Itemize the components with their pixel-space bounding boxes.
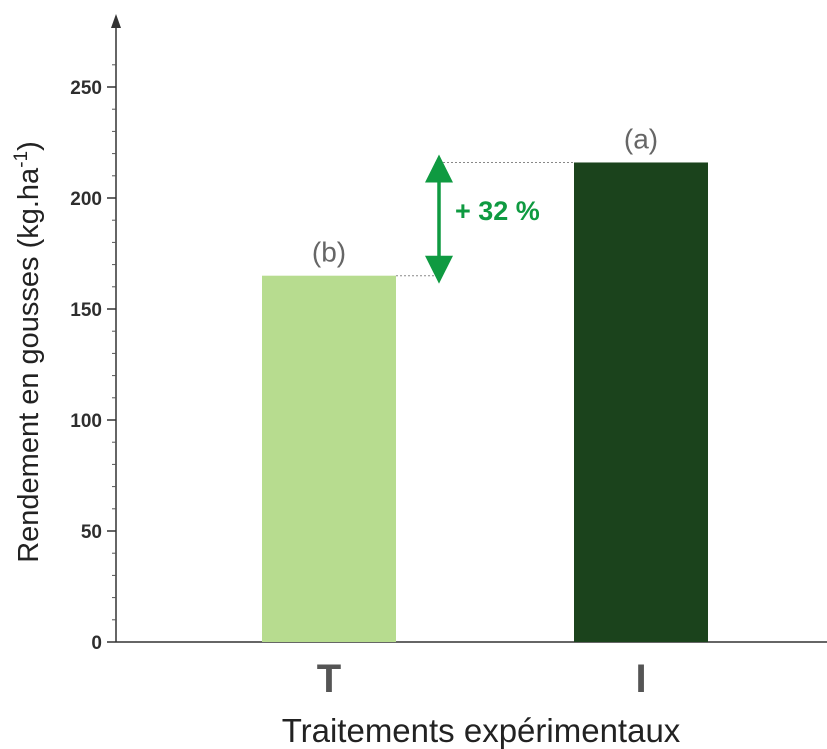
category-label: I (635, 657, 646, 701)
y-tick-label: 100 (70, 411, 102, 432)
y-tick-label: 150 (70, 300, 102, 321)
y-axis-arrow-icon (111, 14, 121, 28)
y-tick-label: 250 (70, 78, 102, 99)
y-axis-title: Rendement en gousses (kg.ha-1) (11, 141, 45, 563)
y-tick-label: 200 (70, 189, 102, 210)
bars (262, 162, 708, 643)
category-label: T (317, 657, 341, 701)
significance-label: (b) (312, 237, 346, 268)
significance-label: (a) (624, 123, 658, 154)
y-tick-labels: 0 50 100 150 200 250 (70, 78, 102, 654)
y-minor-ticks (112, 64, 116, 621)
difference-label: + 32 % (455, 196, 540, 226)
bar-I (574, 162, 708, 643)
y-major-ticks (107, 86, 116, 643)
y-tick-label: 0 (91, 633, 102, 654)
x-axis-title: Traitements expérimentaux (282, 712, 681, 749)
difference-guides (396, 161, 574, 277)
bar-T (262, 275, 396, 642)
y-tick-label: 50 (81, 522, 102, 543)
significance-labels: (b) (a) (312, 123, 658, 267)
